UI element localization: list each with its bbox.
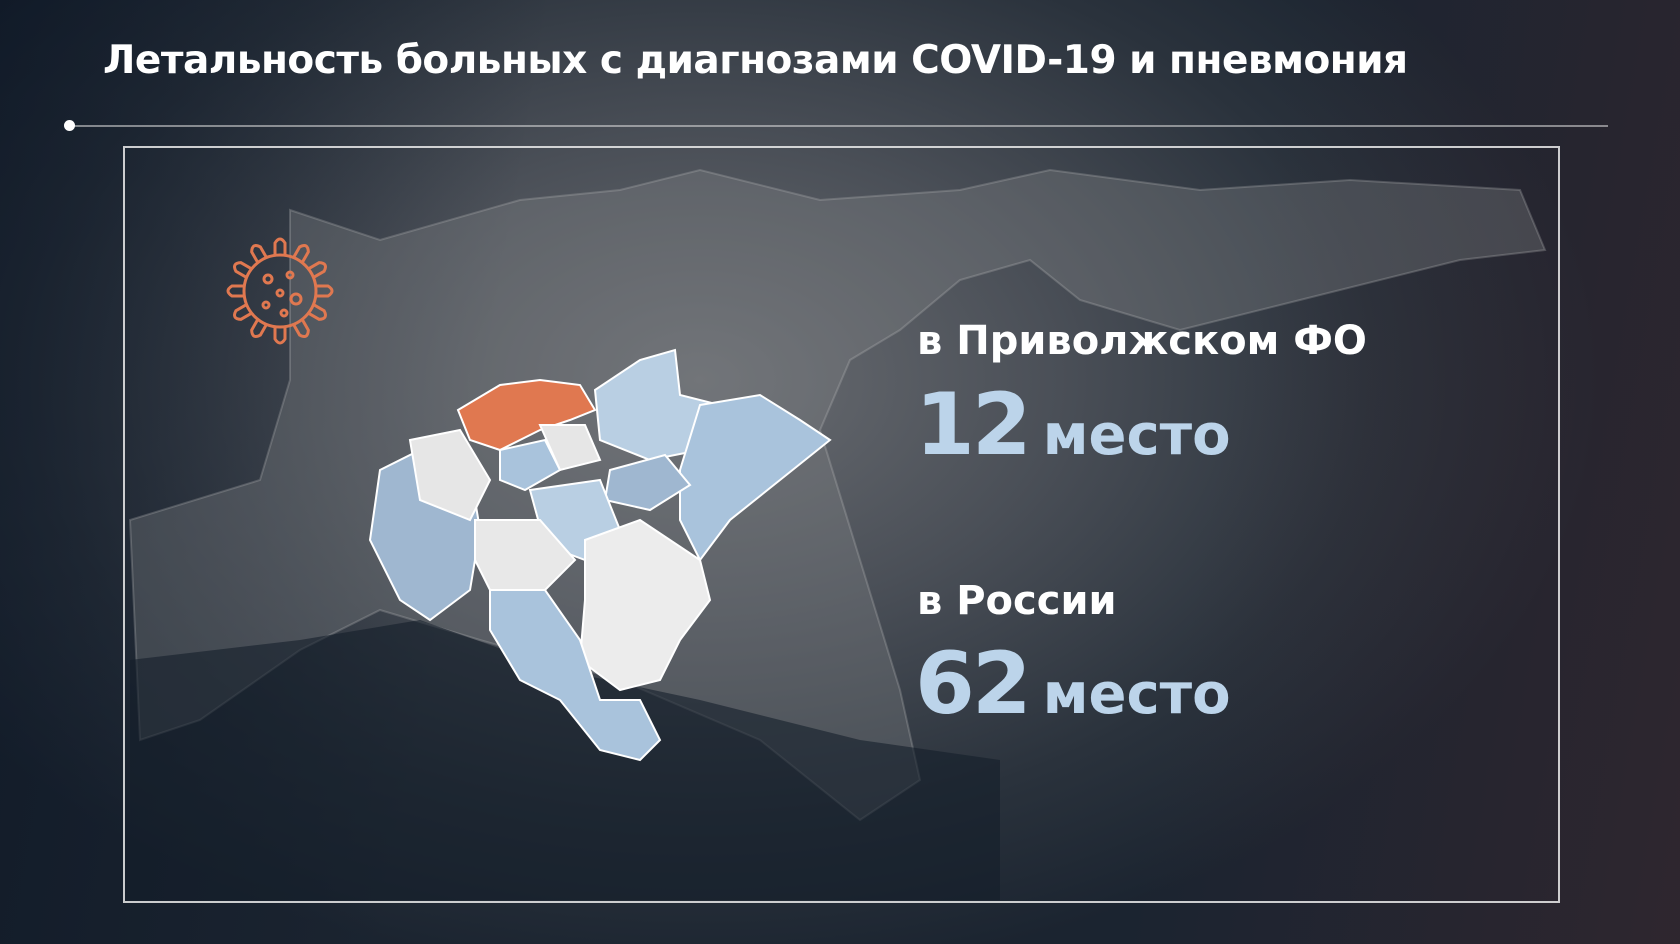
region-blue — [489, 589, 662, 762]
volga-district-map — [368, 348, 832, 762]
russia-label: в России — [917, 578, 1117, 624]
region-blue — [679, 393, 832, 562]
district-rank-word: место — [1042, 403, 1231, 468]
divider-line — [70, 125, 1608, 127]
district-label: в Приволжском ФО — [917, 318, 1367, 364]
page-title: Летальность больных с диагнозами COVID-1… — [103, 38, 1408, 83]
district-rank: 12 место — [915, 375, 1231, 475]
russia-rank: 62 место — [915, 634, 1231, 734]
region-blue — [499, 438, 562, 492]
district-rank-number: 12 — [915, 375, 1032, 475]
virus-icon — [226, 237, 334, 345]
region-highlight — [456, 378, 597, 452]
russia-rank-word: место — [1042, 662, 1231, 727]
map-frame — [123, 146, 1560, 903]
dark-sea — [130, 620, 1000, 900]
russia-rank-number: 62 — [915, 634, 1032, 734]
divider-dot — [64, 120, 75, 131]
region-light — [408, 428, 492, 522]
region-light — [578, 518, 712, 692]
